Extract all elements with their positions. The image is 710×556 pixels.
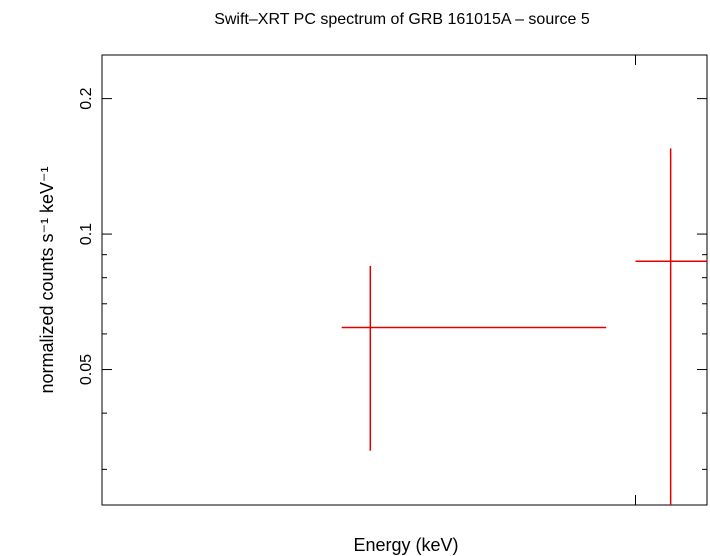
x-axis-label: Energy (keV) (353, 535, 458, 555)
plot-frame (101, 54, 708, 506)
data-point (341, 265, 607, 451)
data-points (341, 148, 707, 505)
y-tick-label: 0.2 (78, 87, 95, 109)
data-point (635, 148, 707, 505)
axis-ticks: 0.05 0.1 0.2 (78, 55, 707, 505)
chart-title: Swift–XRT PC spectrum of GRB 161015A – s… (214, 11, 590, 28)
y-tick-label: 0.05 (78, 354, 95, 385)
y-axis-label: normalized counts s⁻¹ keV⁻¹ (37, 166, 57, 393)
y-tick-label: 0.1 (78, 223, 95, 245)
